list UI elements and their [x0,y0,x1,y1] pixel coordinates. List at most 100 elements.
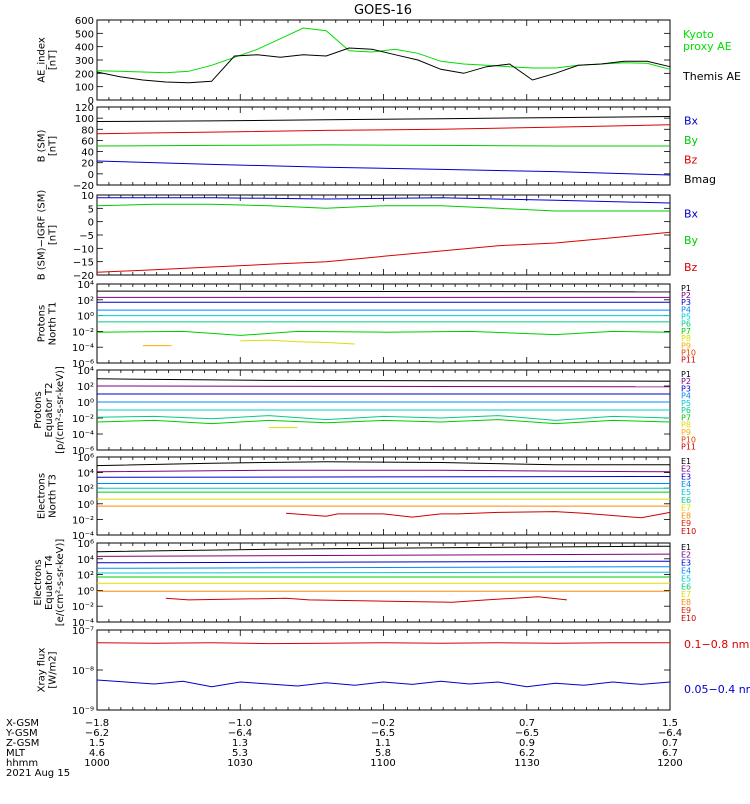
y-tick-label: −10 [73,244,94,255]
legend-label: 0.05−0.4 nm [684,683,750,696]
legend-label: P11 [681,356,696,365]
y-tick-label: 10⁻² [72,327,94,338]
y-tick-label: 300 [75,56,94,67]
y-tick-label: 80 [81,125,94,136]
y-tick-label: 5 [88,204,94,215]
y-axis-label: Protons [33,391,44,428]
y-tick-label: 10⁴ [77,469,94,480]
y-tick-label: 100 [75,83,94,94]
series-line-e9 [286,512,670,518]
y-tick-label: 10⁻² [72,602,94,613]
y-tick-label: 20 [81,159,94,170]
y-tick-label: 10⁰ [77,398,94,409]
footer-date: 2021 Aug 15 [6,768,70,779]
y-axis-label: B (SM) [37,129,48,162]
y-tick-label: 400 [75,43,94,54]
y-tick-label: 10⁶ [77,539,94,550]
series-line-p1 [97,379,670,381]
y-tick-label: 600 [75,16,94,27]
y-axis-label: [W/m2] [48,651,59,688]
panel-frame [97,630,670,710]
y-tick-label: 100 [75,114,94,125]
legend-label: By [684,134,699,147]
panel-frame [97,284,670,363]
series-line-p7 [97,331,670,335]
series-line-e4 [97,567,670,569]
y-axis-label: [nT] [48,136,59,156]
y-tick-label: 10⁻⁴ [72,343,94,354]
legend-label: Bx [684,208,699,221]
panel-frame [97,457,670,535]
y-axis-label: [e/(cm²-s-sr-keV)] [55,539,66,627]
legend-label: Themis AE [682,70,741,83]
series-line-e1 [97,462,670,466]
legend: 0.1−0.8 nm0.05−0.4 nm [684,638,750,696]
y-axis-label: Equator T2 [44,383,55,438]
y-tick-label: 10⁰ [77,312,94,323]
y-axis-label: [nT] [48,225,59,245]
y-axis-label: Xray flux [37,648,48,693]
y-axis-label: [nT] [48,50,59,70]
y-tick-label: −5 [79,231,94,242]
y-tick-label: 10⁰ [77,586,94,597]
y-tick-label: 10² [77,484,94,495]
y-tick-label: 10⁻⁴ [72,430,94,441]
y-tick-label: 10⁻⁹ [72,706,94,717]
series-line-p2 [97,386,670,387]
series-line-p7 [97,420,670,424]
y-tick-label: 10² [77,296,94,307]
series-line-e2 [97,554,670,556]
series-line-by [97,204,670,211]
y-tick-label: 10⁻² [72,414,94,425]
y-tick-label: 10² [77,571,94,582]
y-tick-label: 10² [77,382,94,393]
y-tick-label: −15 [73,258,94,269]
panel-frame [97,20,670,100]
legend-label: Bz [684,261,698,274]
y-axis-label: Protons [37,305,48,342]
footer-value: 1130 [514,758,539,769]
series-line-bmag [97,117,670,122]
series-line-p1 [97,291,670,292]
panels: 0100200300400500600AE_index[nT]Kyotoprox… [33,16,750,717]
plot-title: GOES-16 [354,3,412,18]
legend-label: proxy AE [683,40,732,53]
footer-value: 1100 [370,758,395,769]
series-line-p8 [240,340,355,344]
series-line-0-05-0-4-nm [97,680,670,687]
panel-1: 0100200300400500600AE_index[nT]Kyotoprox… [37,16,741,107]
y-axis-label: North T3 [48,474,59,518]
y-axis-label: Equator T4 [44,555,55,610]
panel-8: 10⁻⁷ 10⁻⁸ 10⁻⁹ Xray flux[W/m2] 0.1−0.8 nm0.0… [37,626,750,717]
panel-frame [97,195,670,275]
y-axis-label: AE_index [37,37,48,83]
y-tick-label: 10 [81,191,94,202]
legend-label: Bmag [684,173,716,186]
y-axis-label: B (SM)−IGRF (SM) [37,190,48,281]
series-line-e3 [97,477,670,478]
footer-value: 1200 [657,758,682,769]
y-tick-label: 10⁻² [72,515,94,526]
y-tick-label: 0 [88,170,94,181]
series-line-bz [97,232,670,272]
footer-value: 1030 [227,758,252,769]
y-axis-label: Electrons [37,473,48,519]
series-line-e5 [97,572,670,573]
y-tick-label: 10⁻⁷ [72,626,94,637]
y-tick-label: 10⁴ [77,280,94,291]
series-line-bx [97,161,670,175]
y-tick-label: 10⁻⁸ [72,666,94,677]
y-axis-label: [p/(cm²-s-sr-keV)] [55,366,66,454]
series-line-kyoto-proxy-ae [97,28,670,73]
